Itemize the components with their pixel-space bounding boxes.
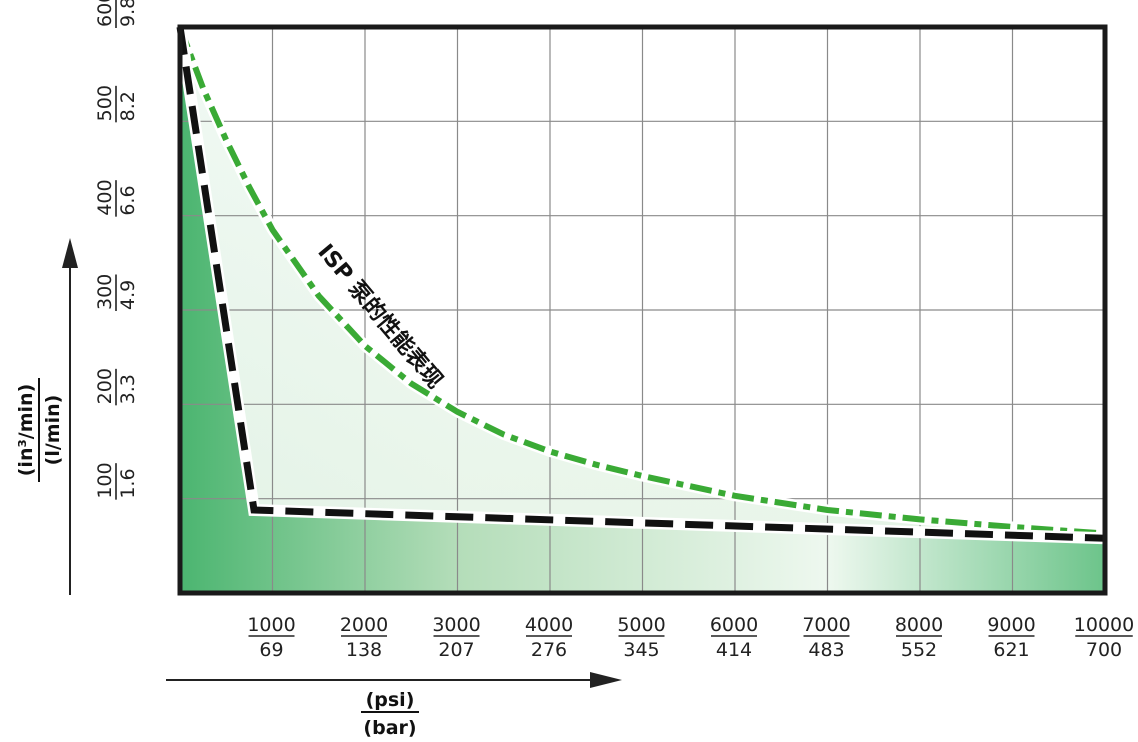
x-tick-label-bar: 138: [346, 639, 382, 661]
x-tick-label-bar: 700: [1086, 639, 1122, 661]
x-tick-label-bar: 69: [259, 639, 283, 661]
y-tick-group: 400 6.6: [94, 179, 139, 217]
y-tick-label-lmin: 1.6: [117, 468, 139, 498]
y-tick-labels: 100 1.6 200 3.3 300 4.9 400 6.6 500 8.2 600 9.8: [94, 0, 139, 500]
x-tick-label-psi: 6000: [710, 614, 758, 636]
x-tick-label-bar: 345: [623, 639, 659, 661]
y-tick-label-lmin: 8.2: [117, 91, 139, 121]
x-tick-label-bar: 621: [993, 639, 1029, 661]
isp-curve-halo: [174, 25, 1106, 540]
x-tick-label-bar: 414: [716, 639, 752, 661]
series-lines: [174, 25, 1106, 545]
y-tick-label-lmin: 9.8: [117, 0, 139, 27]
x-tick-label-psi: 1000: [247, 614, 295, 636]
plot-frame: [177, 24, 1108, 596]
y-tick-group: 200 3.3: [94, 368, 139, 406]
y-axis-arrow-head: [62, 238, 78, 268]
comparison-line: [176, 26, 1106, 542]
x-tick-label-psi: 9000: [987, 614, 1035, 636]
y-axis-title-bottom: (l/min): [42, 395, 64, 466]
x-tick-label-psi: 3000: [432, 614, 480, 636]
x-tick-label-psi: 5000: [617, 614, 665, 636]
x-tick-label-psi: 4000: [525, 614, 573, 636]
x-tick-label-psi: 8000: [895, 614, 943, 636]
x-tick-label-bar: 483: [808, 639, 844, 661]
y-tick-group: 500 8.2: [94, 85, 139, 123]
y-tick-label-in3: 400: [94, 179, 116, 215]
x-axis-arrow-head: [590, 672, 622, 688]
x-axis-title-top: (psi): [366, 689, 415, 711]
y-axis-title-top: (in³/min): [15, 384, 37, 477]
y-tick-label-in3: 600: [94, 0, 116, 27]
x-tick-label-psi: 10000: [1074, 614, 1134, 636]
x-axis-title-bottom: (bar): [363, 717, 416, 739]
y-tick-label-lmin: 4.9: [117, 280, 139, 310]
x-tick-labels: 1000 69 2000 138 3000 207 4000 276 5000 345 6000 41…: [247, 614, 1134, 661]
y-tick-group: 600 9.8: [94, 0, 139, 28]
x-tick-label-psi: 2000: [340, 614, 388, 636]
x-tick-label-bar: 276: [531, 639, 567, 661]
x-tick-label-bar: 552: [901, 639, 937, 661]
y-tick-label-in3: 300: [94, 274, 116, 310]
y-tick-label-in3: 100: [94, 462, 116, 498]
y-tick-label-lmin: 3.3: [117, 374, 139, 404]
y-tick-group: 300 4.9: [94, 274, 139, 311]
y-tick-label-in3: 200: [94, 368, 116, 404]
x-tick-label-psi: 7000: [802, 614, 850, 636]
area-between-curves: [180, 27, 1105, 539]
y-tick-group: 100 1.6: [94, 462, 139, 500]
y-tick-label-in3: 500: [94, 85, 116, 121]
y-tick-label-lmin: 6.6: [117, 185, 139, 215]
x-tick-label-bar: 207: [438, 639, 474, 661]
